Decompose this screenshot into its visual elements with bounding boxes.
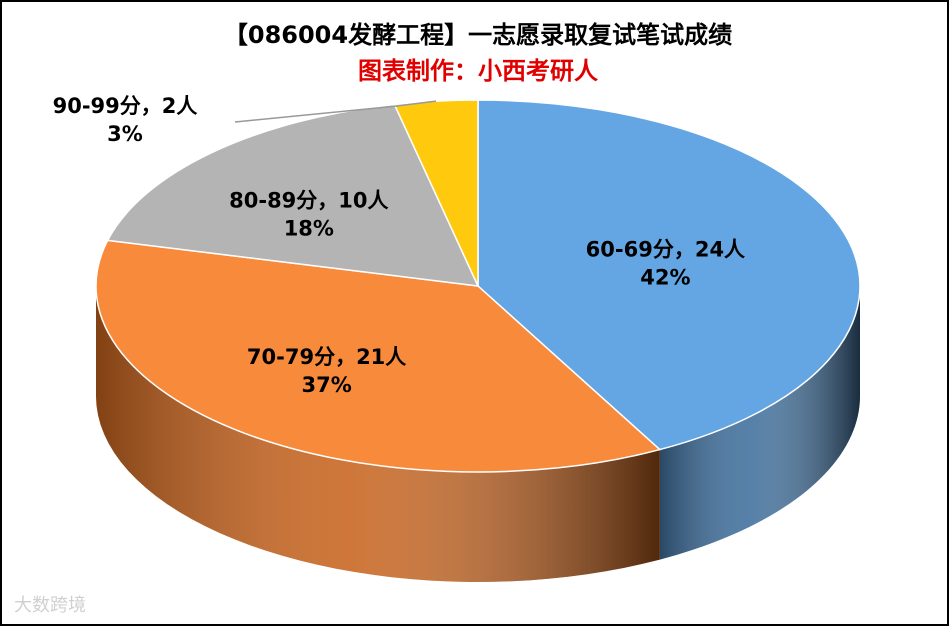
- watermark: 大数跨境: [14, 595, 86, 616]
- pie: 60-69分，24人 42% 70-79分，21人 37% 80-89分，10人 18% 9…: [53, 94, 861, 582]
- leader-line: [234, 100, 437, 123]
- pie-side-shade: [659, 286, 860, 560]
- chart-subtitle: 图表制作：小西考研人: [358, 57, 598, 85]
- pie-slice: [477, 99, 861, 451]
- pie-side-shade: [96, 286, 660, 582]
- data-label: 70-79分，21人: [247, 345, 406, 369]
- data-label: 80-89分，10人: [229, 188, 388, 212]
- pie-slice: [393, 99, 479, 287]
- data-label: 90-99分，2人: [53, 94, 198, 118]
- data-label: 60-69分，24人: [586, 237, 745, 261]
- data-label-percent: 42%: [640, 265, 690, 289]
- chart-title: 【086004发酵工程】一志愿录取复试笔试成绩: [224, 21, 732, 49]
- data-label-percent: 37%: [301, 373, 351, 397]
- data-label-percent: 3%: [107, 122, 143, 146]
- data-label-percent: 18%: [284, 216, 334, 240]
- pie-slice: [95, 239, 662, 473]
